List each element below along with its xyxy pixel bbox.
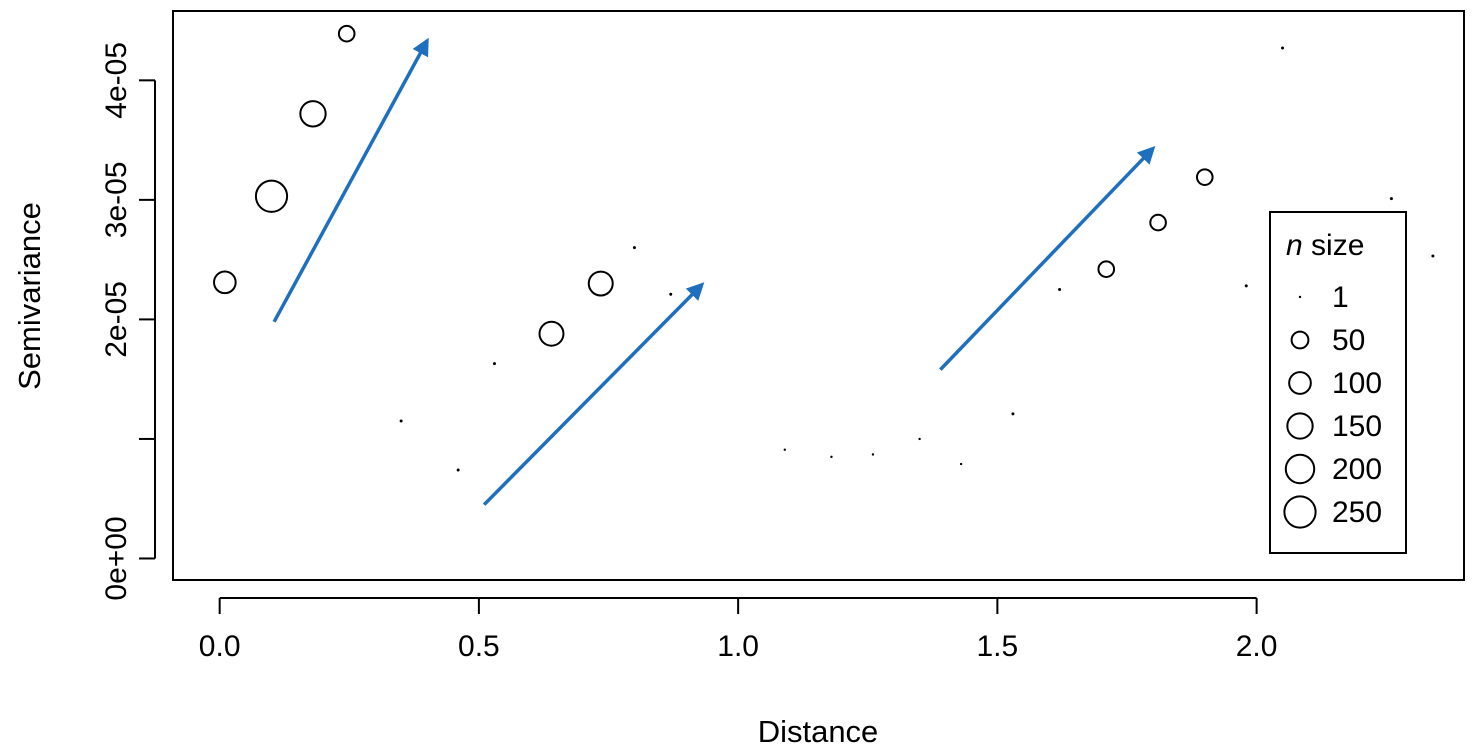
legend-label: 150	[1332, 410, 1382, 443]
data-point	[918, 437, 921, 441]
legend-title-rest: size	[1303, 229, 1365, 262]
data-point	[587, 270, 614, 297]
data-point	[669, 292, 673, 296]
data-point	[1058, 288, 1062, 292]
legend-box	[1269, 211, 1407, 554]
data-point	[1011, 412, 1015, 416]
data-point	[632, 246, 636, 250]
y-axis-label: Semivariance	[12, 202, 47, 390]
legend-symbol	[1298, 295, 1302, 299]
trend-arrow	[272, 37, 429, 323]
data-point	[492, 362, 496, 366]
data-point	[254, 179, 289, 213]
x-axis: 0.0 0.5 1.0 1.5 2.0	[199, 597, 1278, 663]
data-point	[213, 270, 237, 295]
legend-label: 1	[1332, 281, 1349, 314]
legend-title-italic: n	[1286, 229, 1303, 262]
x-tick-label: 0.5	[458, 630, 500, 663]
legend-symbol	[1288, 371, 1312, 395]
y-axis: 0e+00 2e-05 3e-05 4e-05	[100, 42, 156, 601]
legend-label: 200	[1332, 453, 1382, 486]
trend-arrow	[939, 145, 1156, 371]
data-points	[213, 24, 1435, 472]
x-axis-label: Distance	[758, 714, 879, 749]
y-tick-label: 0e+00	[100, 516, 133, 600]
data-point	[399, 419, 403, 423]
data-point	[456, 468, 460, 472]
x-tick-label: 2.0	[1236, 630, 1278, 663]
data-point	[871, 453, 875, 456]
data-point	[337, 24, 356, 43]
data-point	[1097, 260, 1116, 279]
data-point	[959, 462, 963, 466]
data-point	[538, 320, 565, 347]
plot-frame	[172, 10, 1465, 581]
trend-arrow	[482, 282, 705, 506]
legend-title: n size	[1286, 229, 1364, 262]
data-point	[299, 100, 327, 128]
data-point	[1149, 213, 1167, 232]
data-point	[1195, 168, 1214, 186]
y-tick-label: 4e-05	[100, 42, 133, 119]
legend-symbol	[1284, 453, 1316, 485]
y-tick-label: 2e-05	[100, 281, 133, 358]
legend-label: 50	[1332, 324, 1365, 357]
x-tick-label: 0.0	[199, 630, 241, 663]
legend-label: 100	[1332, 367, 1382, 400]
y-tick-label: 3e-05	[100, 162, 133, 239]
legend-symbol	[1290, 330, 1310, 350]
legend-symbol	[1286, 412, 1314, 440]
x-tick-label: 1.5	[977, 630, 1019, 663]
x-tick-label: 1.0	[717, 630, 759, 663]
legend-symbol	[1283, 495, 1317, 529]
data-point	[1389, 197, 1393, 201]
legend-label: 250	[1332, 496, 1382, 529]
data-point	[783, 448, 786, 451]
data-point	[830, 455, 833, 459]
data-point	[1244, 284, 1248, 288]
data-point	[1281, 46, 1285, 50]
data-point	[1431, 254, 1435, 258]
annotation-arrows	[272, 37, 1156, 506]
